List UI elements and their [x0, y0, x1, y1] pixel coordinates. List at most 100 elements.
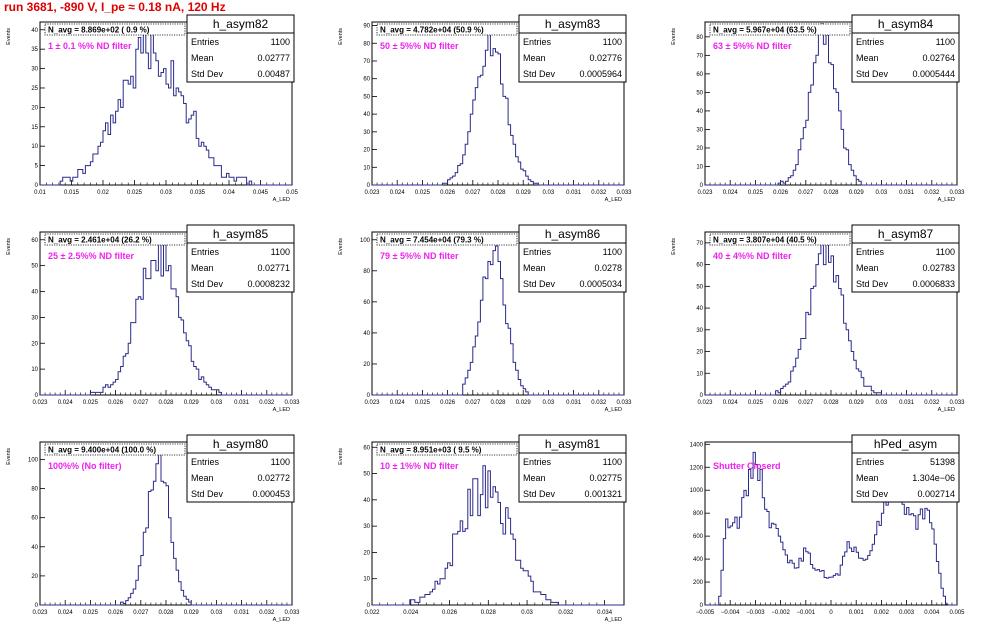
x-axis-label: A_LED — [273, 197, 290, 203]
y-tick-label: 80 — [363, 41, 370, 47]
y-axis-label: Events — [6, 28, 12, 45]
y-tick-label: 30 — [31, 67, 38, 73]
stats-value: 1100 — [271, 247, 290, 257]
y-tick-label: 30 — [696, 127, 703, 133]
x-axis-label: A_LED — [273, 407, 290, 413]
stats-box: h_asym86 Entries 1100 Mean 0.0278 Std Dev 0.00… — [518, 224, 627, 293]
y-tick-label: 100 — [28, 457, 39, 463]
x-tick-label: 0.005 — [949, 610, 965, 616]
x-tick-label: 0.026 — [108, 400, 124, 406]
navg-label: N_avg = 9.400e+04 (100.0 %) — [48, 446, 156, 455]
y-tick-label: 0 — [35, 603, 39, 609]
stats-label: Std Dev — [856, 279, 889, 289]
x-tick-label: −0.001 — [797, 610, 816, 616]
x-tick-label: 0.032 — [558, 610, 574, 616]
x-tick-label: 0.025 — [83, 610, 99, 616]
stats-value: 1100 — [271, 37, 290, 47]
filter-label: 10 ± 1%% ND filter — [380, 461, 459, 471]
x-tick-label: 0.03 — [521, 610, 533, 616]
filter-label: 79 ± 5%% ND filter — [380, 251, 459, 261]
x-tick-label: 0.023 — [364, 400, 380, 406]
x-tick-label: 0.028 — [490, 190, 506, 196]
histogram-outline — [372, 245, 624, 396]
x-tick-label: 0 — [829, 610, 833, 616]
y-tick-label: 200 — [693, 580, 704, 586]
stats-value: 0.02764 — [922, 53, 955, 63]
x-tick-label: 0.029 — [516, 190, 532, 196]
y-axis-label: Events — [6, 448, 12, 465]
histogram-outline — [372, 28, 624, 186]
y-tick-label: 1200 — [690, 465, 704, 471]
y-tick-label: 400 — [693, 557, 704, 563]
x-tick-label: 0.02 — [97, 190, 109, 196]
navg-label: N_avg = 2.461e+04 (26.2 %) — [48, 236, 152, 245]
x-tick-label: 0.024 — [58, 400, 74, 406]
filter-label: 50 ± 5%% ND filter — [380, 41, 459, 51]
x-tick-label: 0.026 — [440, 190, 456, 196]
stats-value: 1100 — [936, 37, 955, 47]
stats-value: 0.0006833 — [912, 279, 955, 289]
y-tick-label: 0 — [367, 393, 371, 399]
navg-box — [709, 233, 851, 246]
stats-label: Std Dev — [523, 489, 556, 499]
stats-value: 1100 — [936, 247, 955, 257]
stats-label: Mean — [523, 53, 546, 63]
navg-label: N_avg = 4.782e+04 (50.9 %) — [380, 26, 484, 35]
stats-body-frame — [186, 452, 295, 503]
stats-box: h_asym84 Entries 1100 Mean 0.02764 Std Dev 0.0… — [851, 14, 960, 83]
y-tick-label: 40 — [31, 290, 38, 296]
stats-value: 0.02777 — [257, 53, 290, 63]
x-tick-label: 0.028 — [823, 400, 839, 406]
x-tick-label: 0.032 — [924, 190, 940, 196]
y-tick-label: 15 — [31, 125, 38, 131]
stats-value: 0.02772 — [257, 473, 290, 483]
stats-body-frame — [518, 32, 627, 83]
x-tick-label: 0.033 — [284, 610, 300, 616]
x-tick-label: 0.01 — [34, 190, 46, 196]
stats-label: Entries — [856, 37, 885, 47]
y-tick-label: 40 — [696, 306, 703, 312]
x-axis-label: A_LED — [938, 197, 955, 203]
y-tick-label: 20 — [696, 146, 703, 152]
x-tick-label: 0.031 — [899, 400, 915, 406]
x-tick-label: 0.029 — [849, 400, 865, 406]
histogram-outline — [705, 23, 957, 186]
stats-value: 0.0008232 — [247, 279, 290, 289]
x-tick-label: 0.022 — [364, 610, 380, 616]
x-tick-label: 0.035 — [190, 190, 206, 196]
histogram-name: h_asym85 — [213, 227, 269, 241]
y-tick-label: 30 — [363, 130, 370, 136]
y-tick-label: 10 — [31, 144, 38, 150]
stats-label: Entries — [856, 457, 885, 467]
stats-label: Std Dev — [856, 69, 889, 79]
x-axis-label: A_LED — [938, 407, 955, 413]
histogram-panel-h_asym85: 0.023 0.024 0.025 0.026 0.027 0.028 0.029 0.03 0… — [6, 224, 300, 413]
x-tick-label: 0.015 — [64, 190, 80, 196]
x-tick-label: 0.026 — [440, 400, 456, 406]
histogram-panel-h_asym82: 0.01 0.015 0.02 0.025 0.03 0.035 0.04 0.045 0.05… — [6, 14, 298, 203]
y-tick-label: 10 — [363, 577, 370, 583]
y-tick-label: 40 — [363, 331, 370, 337]
stats-box: h_asym85 Entries 1100 Mean 0.02771 Std Dev 0.0… — [186, 224, 295, 293]
stats-value: 1100 — [603, 247, 622, 257]
stats-box: hPed_asym Entries 51398 Mean 1.304e−06 Std De… — [851, 434, 960, 503]
histogram-name: h_asym84 — [878, 17, 934, 31]
x-tick-label: 0.026 — [773, 400, 789, 406]
y-tick-label: 20 — [363, 362, 370, 368]
navg-box — [376, 443, 518, 456]
histogram-panel-h_asym81: 0.022 0.024 0.026 0.028 0.03 0.032 0.034 0 10 20 3… — [338, 434, 627, 623]
stats-box: h_asym81 Entries 1100 Mean 0.02775 Std Dev 0.0… — [518, 434, 627, 503]
histogram-name: h_asym80 — [213, 437, 269, 451]
x-tick-label: −0.003 — [746, 610, 765, 616]
stats-body-frame — [518, 452, 627, 503]
filter-label: Shutter Closerd — [713, 461, 781, 471]
x-tick-label: 0.027 — [798, 400, 814, 406]
y-tick-label: 50 — [363, 472, 370, 478]
y-tick-label: 20 — [31, 105, 38, 111]
x-tick-label: 0.028 — [490, 400, 506, 406]
navg-label: N_avg = 8.951e+03 ( 9.5 %) — [380, 446, 482, 455]
y-tick-label: 60 — [696, 263, 703, 269]
y-tick-label: 0 — [367, 183, 371, 189]
x-tick-label: 0.027 — [465, 190, 481, 196]
x-tick-label: 0.03 — [543, 190, 555, 196]
